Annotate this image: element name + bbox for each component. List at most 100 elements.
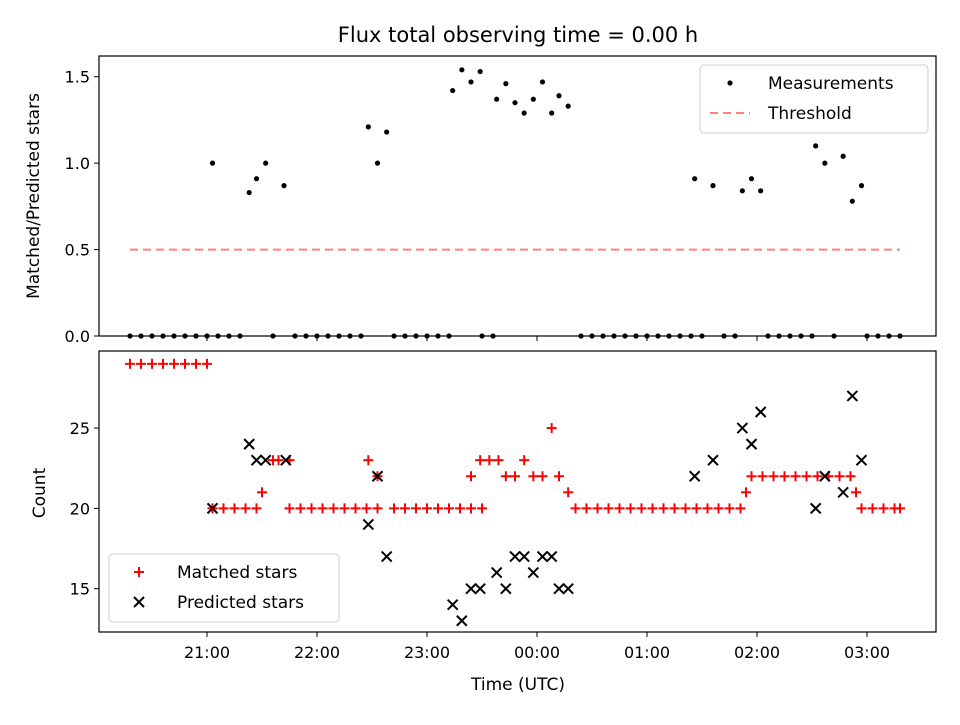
measurement-point — [314, 333, 320, 339]
predicted-star-point — [259, 454, 272, 466]
measurement-point — [503, 81, 509, 87]
matched-star-point — [790, 471, 801, 482]
matched-star-point — [251, 503, 262, 514]
matched-star-point — [519, 455, 530, 466]
measurement-point — [776, 333, 782, 339]
measurement-point — [450, 87, 456, 94]
measurement-point — [171, 333, 177, 339]
matched-star-point — [724, 503, 735, 514]
measurement-point — [384, 129, 390, 135]
bottom-ytick-label: 15 — [70, 580, 90, 599]
measurement-point — [655, 333, 661, 339]
measurement-point — [182, 333, 188, 339]
predicted-star-point — [371, 470, 384, 482]
matched-star-point — [625, 503, 636, 514]
measurement-point — [204, 333, 210, 339]
matched-star-point — [669, 503, 680, 514]
matched-star-point — [433, 503, 443, 514]
bottom-ytick-label: 20 — [70, 499, 90, 518]
measurement-point — [589, 333, 595, 339]
top-y-axis-label: Matched/Predicted stars — [24, 93, 44, 299]
matched-star-point — [647, 503, 658, 514]
measurement-point — [237, 333, 243, 339]
matched-star-point — [845, 471, 856, 482]
measurement-point — [477, 68, 483, 75]
measurement-point — [138, 333, 144, 339]
matched-star-point — [658, 503, 669, 514]
matched-star-point — [581, 503, 592, 514]
predicted-star-point — [837, 486, 849, 499]
measurement-point — [530, 96, 536, 102]
measurement-point — [600, 333, 606, 339]
matched-star-point — [191, 358, 201, 369]
matched-star-point — [136, 358, 146, 369]
matched-star-point — [372, 503, 383, 514]
matched-star-point — [257, 487, 267, 498]
legend-marker-plus — [134, 567, 144, 577]
matched-star-point — [735, 503, 746, 514]
matched-star-point — [510, 471, 520, 482]
measurement-point — [446, 333, 452, 339]
top-axes-frame — [98, 55, 937, 337]
measurement-point — [459, 67, 465, 73]
measurement-point — [840, 153, 846, 159]
measurement-point — [858, 183, 865, 189]
measurement-point — [435, 333, 441, 339]
matched-star-point — [363, 455, 374, 466]
measurement-point — [468, 79, 474, 85]
matched-star-point — [546, 423, 557, 434]
measurement-point — [253, 176, 260, 182]
matched-star-point — [592, 503, 603, 514]
measurement-point — [666, 333, 672, 339]
legend-label: Measurements — [768, 74, 894, 94]
top-legend: Measurements Threshold — [699, 64, 929, 134]
matched-star-point — [475, 455, 486, 466]
matched-star-point — [444, 503, 454, 514]
measurement-point — [413, 333, 419, 339]
predicted-star-point — [562, 582, 574, 595]
top-plot: 0.0 0.5 1.0 1.5 Measurements Threshold — [65, 55, 937, 346]
matched-star-point — [389, 503, 399, 514]
measurement-point — [490, 333, 496, 339]
predicted-star-point — [536, 550, 549, 563]
matched-star-point — [851, 487, 861, 498]
measurement-point — [622, 333, 628, 339]
measurement-point — [875, 333, 881, 339]
bottom-y-axis-label: Count — [30, 467, 50, 518]
measurement-point — [549, 110, 555, 116]
measurement-point — [402, 333, 408, 339]
matched-star-point — [350, 503, 361, 514]
measurement-point — [831, 333, 837, 339]
predicted-star-point — [380, 550, 393, 563]
matched-star-point — [466, 471, 476, 482]
measurement-point — [539, 79, 546, 85]
measurement-point — [209, 160, 216, 166]
measurement-point — [149, 333, 155, 339]
bottom-plot: 15 20 25 21:00 22:00 23:00 00:00 01:00 02:00 03:0… — [70, 350, 937, 662]
measurement-point — [424, 333, 430, 339]
measurement-point — [246, 189, 252, 196]
measurement-point — [688, 333, 694, 339]
matched-star-point — [636, 503, 647, 514]
matched-star-point — [895, 503, 905, 514]
predicted-star-point — [736, 422, 749, 434]
matched-star-point — [614, 503, 625, 514]
xtick-label: 23:00 — [404, 643, 450, 662]
matched-star-point — [477, 503, 487, 514]
matched-star-point — [779, 471, 790, 482]
measurement-point — [347, 333, 353, 339]
legend-label: Matched stars — [177, 563, 297, 583]
matched-star-point — [484, 455, 495, 466]
predicted-star-point — [456, 615, 468, 627]
measurement-point — [193, 333, 199, 339]
predicted-star-point — [809, 502, 822, 515]
matched-star-point — [218, 503, 229, 514]
measurement-point — [127, 333, 133, 339]
matched-star-point — [180, 358, 190, 369]
matched-star-point — [202, 358, 212, 369]
measurement-point — [160, 333, 166, 339]
matched-star-point — [466, 503, 476, 514]
matched-star-point — [317, 503, 328, 514]
matched-star-point — [878, 503, 889, 514]
matched-star-point — [306, 503, 317, 514]
